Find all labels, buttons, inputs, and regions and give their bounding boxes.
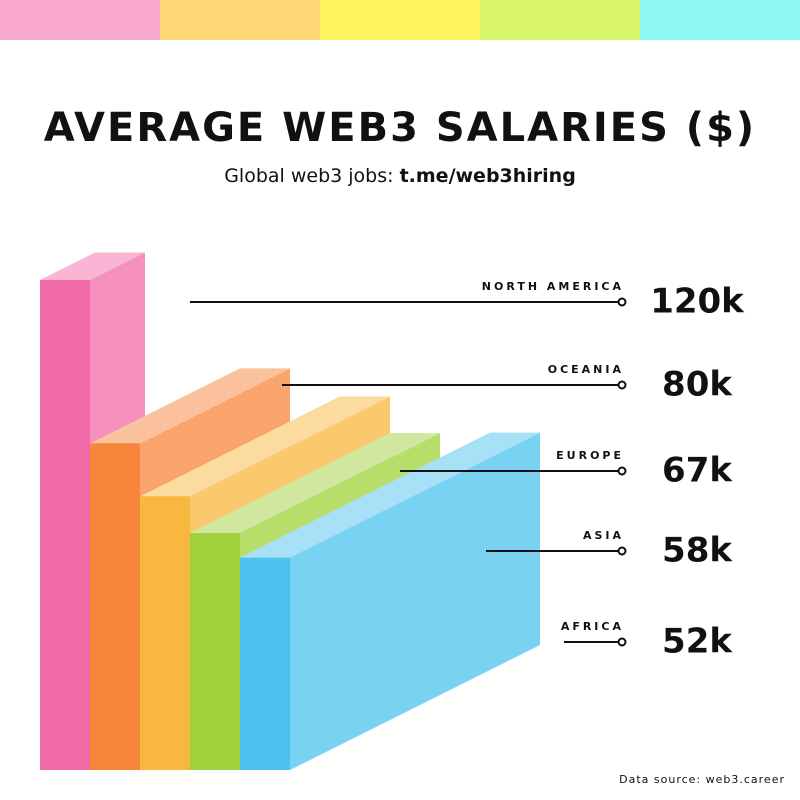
subtitle-link: t.me/web3hiring <box>400 165 576 187</box>
bars <box>40 252 540 770</box>
labels: NORTH AMERICA 120k OCEANIA 80k EUROPE 67k ASIA… <box>190 280 745 662</box>
value-label: 52k <box>662 622 733 662</box>
category-label: NORTH AMERICA <box>482 280 624 293</box>
value-label: 67k <box>662 451 733 491</box>
bar <box>240 557 290 770</box>
stripe <box>640 0 800 40</box>
leader-dot <box>617 546 627 556</box>
category-label: EUROPE <box>556 449 624 462</box>
bar <box>90 443 140 770</box>
subtitle-text: Global web3 jobs: <box>224 165 393 187</box>
bar-top <box>40 252 145 280</box>
bar-top <box>240 432 540 558</box>
leader-dot <box>617 297 627 307</box>
value-label: 80k <box>662 365 733 405</box>
category-label: OCEANIA <box>548 363 624 376</box>
bar <box>140 496 190 770</box>
category-label: AFRICA <box>561 620 624 633</box>
stripe <box>320 0 480 40</box>
source: Data source: web3.career <box>619 773 785 786</box>
bar-top <box>90 368 290 444</box>
stripe <box>0 0 160 40</box>
subtitle: Global web3 jobs: t.me/web3hiring <box>224 165 576 187</box>
leader-dot <box>617 466 627 476</box>
leader-dot <box>617 380 627 390</box>
bar-top <box>140 396 390 497</box>
chart-title: AVERAGE WEB3 SALARIES ($) <box>44 105 756 151</box>
bar <box>190 533 240 770</box>
bar-top <box>190 433 440 534</box>
leader-dot <box>617 637 627 647</box>
value-label: 58k <box>662 531 733 571</box>
bar-side <box>290 432 540 770</box>
stripe <box>160 0 320 40</box>
category-label: ASIA <box>583 529 624 542</box>
stripe <box>480 0 640 40</box>
bar <box>40 280 90 770</box>
value-label: 120k <box>650 282 745 322</box>
